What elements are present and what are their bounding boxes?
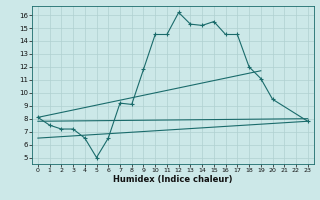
X-axis label: Humidex (Indice chaleur): Humidex (Indice chaleur) [113,175,233,184]
